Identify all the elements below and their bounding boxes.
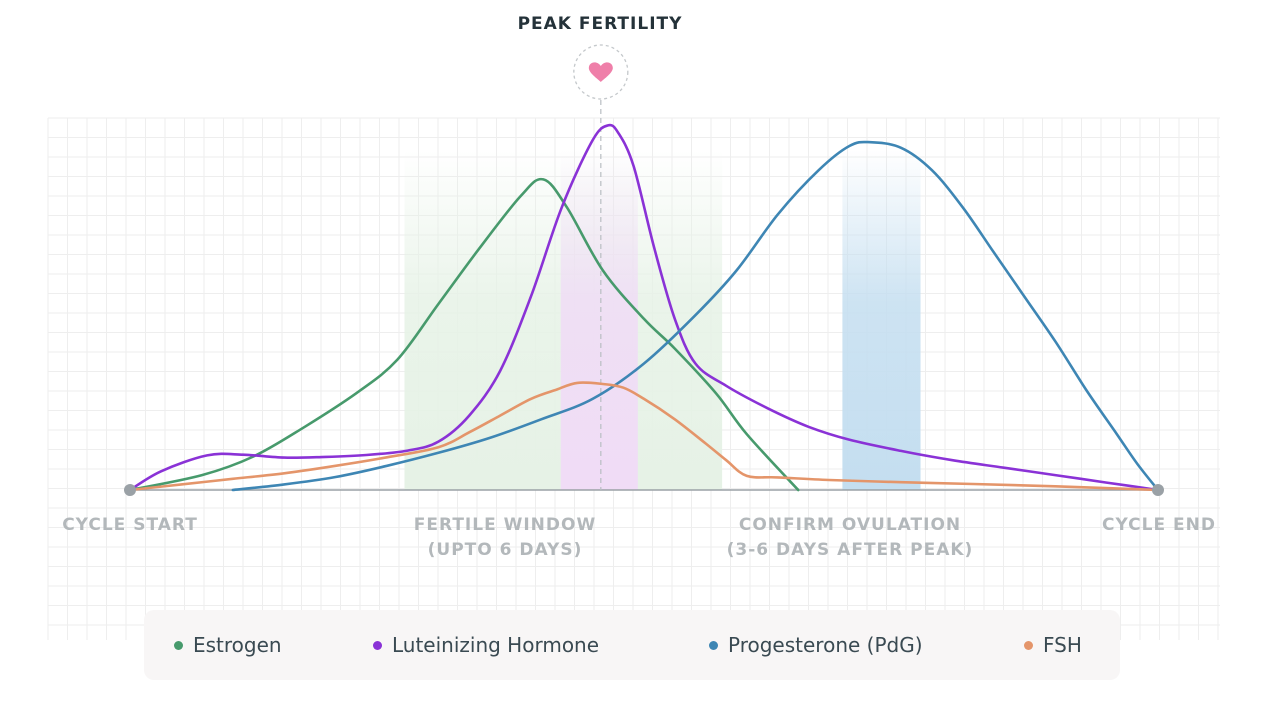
chart-series [128, 123, 1160, 492]
series-line-progesterone-pdg [231, 140, 1160, 492]
confirm-ovulation-line1: CONFIRM OVULATION [738, 515, 962, 535]
cycle-end-label: CYCLE END [1086, 513, 1232, 538]
legend-item-progesterone: Progesterone (PdG) [709, 632, 923, 658]
region-confirm-band [842, 150, 921, 490]
legend-item-estrogen: Estrogen [174, 632, 282, 658]
confirm-ovulation-label: CONFIRM OVULATION (3-6 DAYS AFTER PEAK) [700, 513, 1000, 563]
series-line-estrogen [128, 177, 800, 492]
cycle-end-dot [1152, 484, 1164, 496]
confirm-ovulation-line2: (3-6 DAYS AFTER PEAK) [726, 540, 974, 560]
legend-label-progesterone: Progesterone (PdG) [728, 633, 923, 657]
cycle-start-text: CYCLE START [62, 515, 198, 535]
legend-item-fsh: FSH [1024, 632, 1082, 658]
cycle-end-text: CYCLE END [1102, 515, 1216, 535]
legend-label-luteinizing-hormone: Luteinizing Hormone [392, 633, 600, 657]
legend-dot-fsh [1024, 640, 1033, 650]
legend-item-luteinizing-hormone: Luteinizing Hormone [373, 632, 599, 658]
fertile-window-label: FERTILE WINDOW (UPTO 6 DAYS) [382, 513, 628, 563]
fertile-window-line1: FERTILE WINDOW [413, 515, 597, 535]
legend-label-fsh: FSH [1043, 633, 1082, 657]
legend-dot-estrogen [174, 640, 183, 650]
series-line-luteinizing-hormone [128, 123, 1160, 492]
chart-legend: Estrogen Luteinizing Hormone Progesteron… [144, 610, 1120, 680]
series-line-fsh [128, 381, 1160, 492]
legend-dot-progesterone [709, 640, 718, 650]
region-peak-band [560, 150, 638, 490]
legend-dot-luteinizing-hormone [373, 640, 382, 650]
peak-marker [573, 44, 629, 100]
cycle-start-label: CYCLE START [40, 513, 220, 538]
peak-fertility-title: PEAK FERTILITY [517, 14, 683, 34]
fertile-window-line2: (UPTO 6 DAYS) [427, 540, 583, 560]
legend-label-estrogen: Estrogen [193, 633, 282, 657]
cycle-start-dot [124, 484, 136, 496]
heart-icon [588, 62, 613, 82]
chart-regions [404, 150, 921, 490]
